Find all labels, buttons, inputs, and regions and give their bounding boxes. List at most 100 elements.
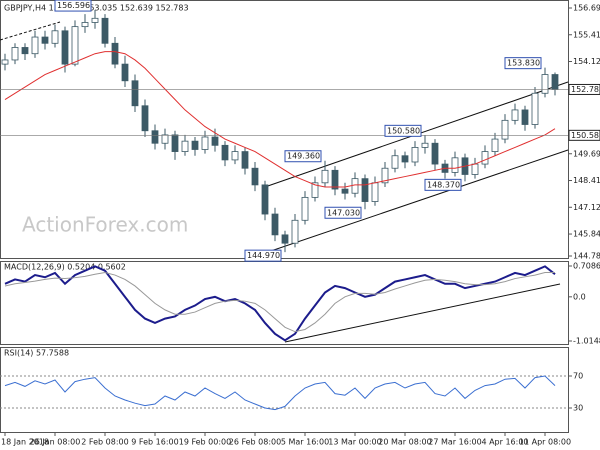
candle-body	[431, 142, 439, 165]
candle-body	[11, 47, 19, 61]
macd-line	[4, 271, 555, 333]
annotation-label: 144.970	[247, 251, 280, 260]
macd-trend-line	[284, 283, 561, 343]
candle-body	[231, 151, 239, 161]
annotation-box	[284, 150, 322, 163]
candle-body	[111, 42, 119, 65]
candle-body	[161, 134, 169, 144]
channel-bottom	[261, 149, 569, 255]
candle-body	[311, 182, 319, 198]
x-tick-label: 5 Mar 16:00	[281, 438, 329, 447]
x-tick-label: 26 Feb 08:00	[229, 438, 281, 447]
candle-body	[471, 163, 479, 175]
candle-body	[401, 155, 409, 163]
candle-body	[511, 109, 519, 121]
candle-body	[131, 80, 139, 107]
price-label: 152.783	[571, 85, 600, 94]
candle-body	[151, 130, 159, 144]
candle-body	[81, 22, 89, 28]
y-tick-label: 154.125	[573, 57, 600, 66]
annotation-label: 150.580	[387, 126, 420, 135]
candle-body	[71, 26, 79, 65]
annotation-box	[54, 0, 92, 12]
annotation-label: 149.360	[287, 152, 320, 161]
rsi-panel	[0, 347, 569, 433]
x-tick-label: 11 Apr 08:00	[519, 438, 571, 447]
candle-body	[31, 36, 39, 55]
candle-body	[481, 151, 489, 165]
y-tick-label: 148.410	[573, 176, 600, 185]
annotation-box	[324, 206, 362, 219]
candle-body	[241, 151, 249, 169]
x-tick-label: 20 Mar 08:00	[378, 438, 431, 447]
candle-body	[51, 30, 59, 44]
macd-panel	[0, 261, 569, 345]
annotation-label: 153.830	[507, 59, 540, 68]
candle-body	[351, 178, 359, 194]
candle-body	[451, 157, 459, 173]
rsi-title: RSI(14) 57.7588	[4, 349, 69, 358]
moving-average	[4, 51, 556, 188]
y-tick-label: 145.840	[573, 230, 600, 239]
price-label: 150.580	[571, 131, 600, 140]
candle-body	[531, 92, 539, 125]
y-tick-label: 149.695	[573, 149, 600, 158]
candle-body	[381, 167, 389, 184]
trend-line	[0, 21, 61, 41]
candle-body	[501, 119, 509, 140]
x-tick-label: 19 Feb 00:00	[179, 438, 231, 447]
candle-body	[181, 140, 189, 152]
candle-body	[121, 63, 129, 82]
annotation-label: 156.596	[57, 1, 90, 10]
annotation-box	[504, 57, 542, 70]
price-label-box	[568, 83, 600, 95]
candle-body	[191, 140, 199, 150]
candle-body	[301, 196, 309, 221]
candle-body	[1, 59, 9, 65]
annotation-box	[244, 249, 282, 262]
candle-body	[61, 30, 69, 65]
macd-title: MACD(12,26,9) 0.5204 0.5602	[4, 263, 126, 272]
price-label-box	[568, 129, 600, 141]
x-tick-label: 26 Jan 08:00	[30, 438, 81, 447]
rsi-line	[4, 375, 556, 411]
main-panel	[0, 0, 569, 259]
y-tick-label: 155.410	[573, 30, 600, 39]
candle-body	[291, 219, 299, 244]
candle-body	[211, 136, 219, 146]
watermark: ActionForex.com	[22, 213, 188, 237]
candle-body	[521, 109, 529, 125]
annotation-box	[384, 124, 422, 137]
candle-body	[171, 134, 179, 152]
candle-body	[541, 74, 549, 94]
candle-body	[331, 169, 339, 190]
candle-body	[491, 138, 499, 152]
candle-body	[141, 105, 149, 132]
x-tick-label: 27 Mar 16:00	[428, 438, 481, 447]
y-tick-label: 147.125	[573, 203, 600, 212]
x-tick-label: 18 Jan 2018	[1, 438, 49, 447]
candle-body	[551, 74, 559, 90]
annotation-label: 147.030	[327, 208, 360, 217]
candle-body	[271, 213, 279, 236]
x-tick-label: 2 Feb 08:00	[81, 438, 128, 447]
y-tick-label: 156.695	[573, 4, 600, 13]
candle-body	[341, 188, 349, 194]
candle-body	[321, 169, 329, 184]
candle-body	[421, 142, 429, 148]
macd-line	[4, 265, 556, 342]
candle-body	[411, 147, 419, 163]
y-tick-label: 0.0	[573, 292, 586, 301]
y-tick-label: 70	[573, 372, 583, 381]
candle-body	[261, 184, 269, 215]
chart-title: GBPJPY,H4 152.884 153.035 152.639 152.78…	[4, 4, 189, 13]
candle-body	[361, 178, 369, 202]
candle-body	[281, 234, 289, 244]
candle-body	[201, 136, 209, 150]
candle-body	[391, 155, 399, 169]
candle-body	[41, 36, 49, 44]
y-tick-label: 30	[573, 404, 583, 413]
candle-body	[221, 144, 229, 161]
